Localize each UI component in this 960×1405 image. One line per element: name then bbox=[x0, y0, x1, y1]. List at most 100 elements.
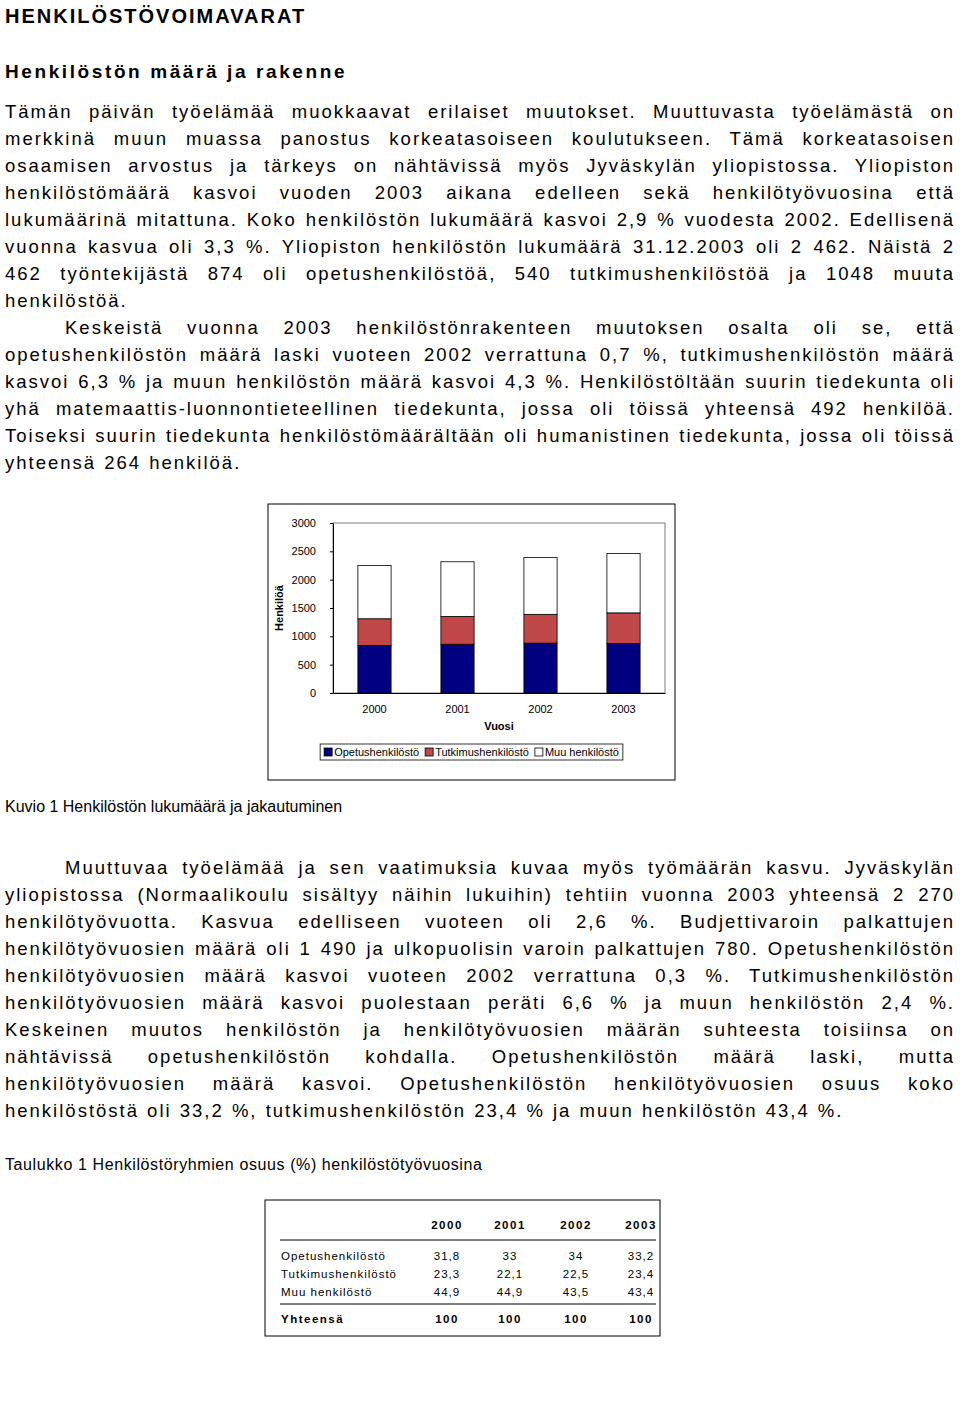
bar bbox=[607, 643, 640, 693]
legend-swatch bbox=[425, 748, 433, 756]
bar bbox=[441, 562, 474, 617]
page: HENKILÖSTÖVOIMAVARAT Henkilöstön määrä ja… bbox=[0, 0, 960, 1346]
tick-label: 2002 bbox=[528, 703, 552, 715]
bar bbox=[441, 644, 474, 693]
legend-swatch bbox=[535, 748, 543, 756]
row-label: Yhteensä bbox=[281, 1313, 344, 1325]
legend-item: Tutkimushenkilöstö bbox=[425, 746, 529, 758]
tick-label: 1500 bbox=[292, 602, 316, 614]
column-header: 2001 bbox=[494, 1219, 526, 1231]
tick-mark bbox=[330, 665, 333, 666]
axis-line bbox=[334, 693, 666, 694]
tick-mark bbox=[330, 608, 333, 609]
plot-area bbox=[333, 523, 665, 693]
bar bbox=[358, 566, 391, 619]
cell: 100 bbox=[498, 1313, 522, 1325]
legend-item: Opetushenkilöstö bbox=[324, 746, 419, 758]
bar bbox=[358, 619, 391, 646]
tick: 2000 bbox=[292, 574, 333, 586]
cell: 44,9 bbox=[497, 1286, 523, 1298]
paragraph: Muuttuvaa työelämää ja sen vaatimuksia k… bbox=[0, 854, 960, 1124]
cell: 100 bbox=[564, 1313, 588, 1325]
bar bbox=[607, 613, 640, 644]
tick-label: 1000 bbox=[292, 630, 316, 642]
tick-mark bbox=[330, 523, 333, 524]
tick-label: 0 bbox=[310, 687, 316, 699]
table-frame bbox=[265, 1200, 660, 1336]
text-block: Tämän päivän työelämää muokkaavat erilai… bbox=[0, 98, 960, 476]
tick: 2002 bbox=[528, 693, 552, 715]
legend-label: Tutkimushenkilöstö bbox=[435, 746, 529, 758]
table-caption: Taulukko 1 Henkilöstöryhmien osuus (%) h… bbox=[0, 1154, 960, 1176]
cell: 23,4 bbox=[628, 1268, 654, 1280]
figure-caption: Kuvio 1 Henkilöstön lukumäärä ja jakautu… bbox=[0, 796, 960, 818]
cell: 34 bbox=[569, 1250, 584, 1262]
tick: 2500 bbox=[292, 545, 333, 557]
subheading: Henkilöstön määrä ja rakenne bbox=[0, 60, 960, 84]
tick-label: 2000 bbox=[362, 703, 386, 715]
tick-label: 2001 bbox=[445, 703, 469, 715]
legend-item: Muu henkilöstö bbox=[535, 746, 619, 758]
tick-label: 2000 bbox=[292, 574, 316, 586]
column-header: 2002 bbox=[560, 1219, 592, 1231]
table-rule bbox=[280, 1240, 656, 1241]
tick: 2001 bbox=[445, 693, 469, 715]
paragraph: Tämän päivän työelämää muokkaavat erilai… bbox=[0, 98, 960, 314]
legend: Opetushenkilöstö Tutkimushenkilöstö Muu he… bbox=[320, 744, 623, 760]
cell: 43,4 bbox=[628, 1286, 654, 1298]
cell: 23,3 bbox=[434, 1268, 460, 1280]
tick: 500 bbox=[298, 659, 333, 671]
legend-swatch bbox=[324, 748, 332, 756]
cell: 33 bbox=[503, 1250, 518, 1262]
cell: 22,1 bbox=[497, 1268, 523, 1280]
row-label: Opetushenkilöstö bbox=[281, 1250, 386, 1262]
row-label: Tutkimushenkilöstö bbox=[281, 1268, 397, 1280]
tick: 1000 bbox=[292, 630, 333, 642]
legend-box bbox=[320, 744, 623, 760]
cell: 100 bbox=[629, 1313, 653, 1325]
column-header: 2000 bbox=[431, 1219, 463, 1231]
axis-line bbox=[330, 524, 334, 694]
bar bbox=[524, 557, 557, 614]
tick-mark bbox=[330, 636, 333, 637]
tick-label: 500 bbox=[298, 659, 316, 671]
text-block: Muuttuvaa työelämää ja sen vaatimuksia k… bbox=[0, 854, 960, 1124]
cell: 43,5 bbox=[563, 1286, 589, 1298]
bar bbox=[524, 614, 557, 643]
cell: 44,9 bbox=[434, 1286, 460, 1298]
table: 2000 2001 2002 2003 Opetushenkilöstö 31,8 33 34… bbox=[0, 1196, 960, 1346]
tick: 1500 bbox=[292, 602, 333, 614]
heading: HENKILÖSTÖVOIMAVARAT bbox=[0, 0, 960, 28]
tick: 2000 bbox=[362, 693, 386, 715]
table-rule bbox=[280, 1304, 656, 1305]
chart-frame bbox=[268, 504, 675, 780]
tick: 2003 bbox=[611, 693, 635, 715]
tick-label: 2500 bbox=[292, 545, 316, 557]
cell: 22,5 bbox=[563, 1268, 589, 1280]
cell: 33,2 bbox=[628, 1250, 654, 1262]
tick-mark bbox=[330, 551, 333, 552]
tick: 0 bbox=[310, 687, 333, 699]
column-header: 2003 bbox=[625, 1219, 657, 1231]
x-axis: 2000 2001 2002 2003 bbox=[334, 693, 666, 715]
bars bbox=[358, 553, 640, 693]
bar bbox=[524, 643, 557, 693]
chart: 0 500 1000 1500 2000 2500 3000 2000 2001 2002 2003… bbox=[0, 498, 960, 788]
y-axis-title: Henkilöä bbox=[273, 584, 285, 631]
bar bbox=[441, 617, 474, 645]
cell: 100 bbox=[435, 1313, 459, 1325]
x-axis-title: Vuosi bbox=[484, 720, 514, 732]
tick-label: 2003 bbox=[611, 703, 635, 715]
cell: 31,8 bbox=[434, 1250, 460, 1262]
tick-mark bbox=[330, 580, 333, 581]
bar bbox=[607, 553, 640, 612]
tick: 3000 bbox=[292, 517, 333, 529]
legend-label: Muu henkilöstö bbox=[545, 746, 619, 758]
row-label: Muu henkilöstö bbox=[281, 1286, 372, 1298]
bar bbox=[358, 645, 391, 693]
legend-label: Opetushenkilöstö bbox=[334, 746, 419, 758]
paragraph: Keskeistä vuonna 2003 henkilöstönrakente… bbox=[0, 314, 960, 476]
y-axis: 0 500 1000 1500 2000 2500 3000 bbox=[292, 517, 334, 699]
tick-mark bbox=[330, 693, 333, 694]
tick-label: 3000 bbox=[292, 517, 316, 529]
